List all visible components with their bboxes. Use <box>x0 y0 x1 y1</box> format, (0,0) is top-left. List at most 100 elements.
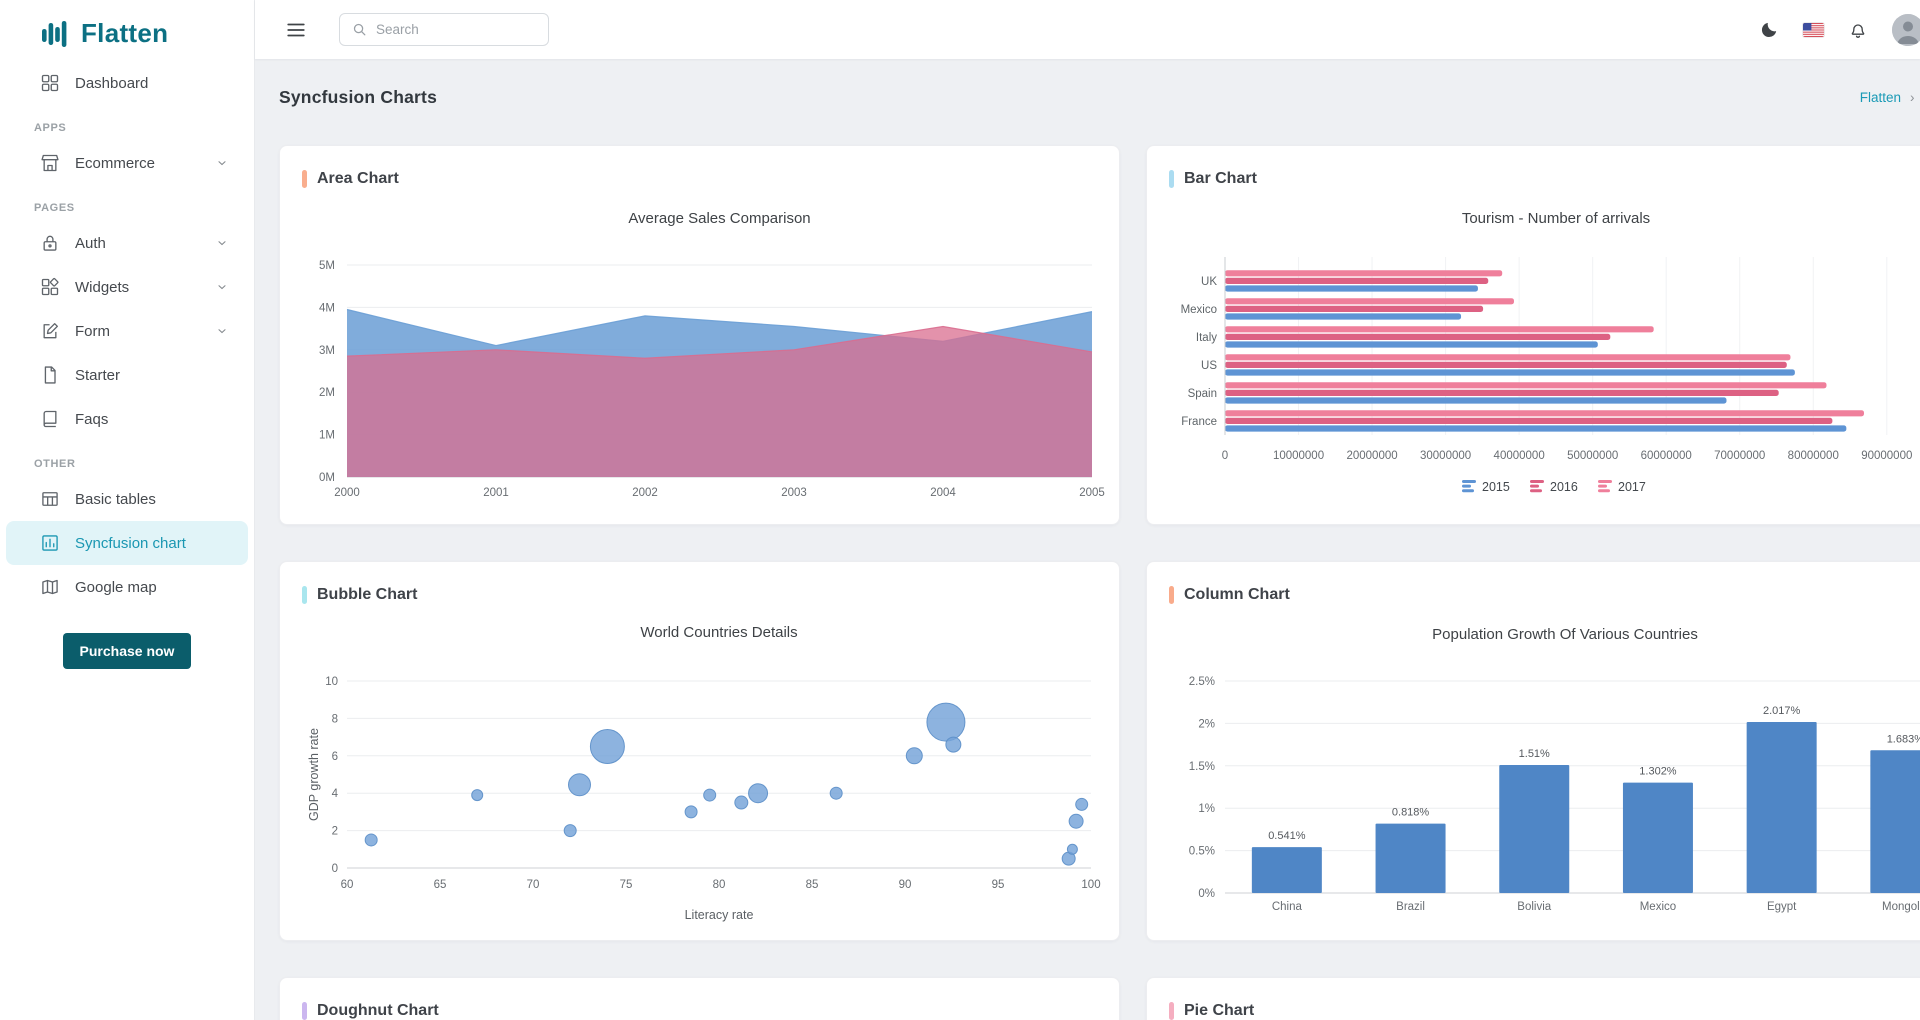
svg-text:0.5%: 0.5% <box>1189 846 1215 858</box>
sidebar-item-form[interactable]: Form <box>6 309 248 353</box>
page-head: Syncfusion Charts Flatten › UI <box>279 85 1920 109</box>
svg-text:2.017%: 2.017% <box>1763 705 1801 717</box>
svg-text:90: 90 <box>899 879 912 891</box>
card-head: Column Chart <box>1147 562 1920 607</box>
sidebar-item-basic-tables[interactable]: Basic tables <box>6 477 248 521</box>
svg-text:UK: UK <box>1201 276 1217 288</box>
column-chart-card: Column Chart Population Growth Of Variou… <box>1146 561 1920 941</box>
sidebar-item-label: Form <box>75 322 110 340</box>
card-title: Bubble Chart <box>317 586 418 603</box>
dashboard-icon <box>40 73 60 93</box>
main-area: Syncfusion Charts Flatten › UI Area Char… <box>255 0 1920 1020</box>
svg-text:0: 0 <box>332 863 338 875</box>
page-title: Syncfusion Charts <box>279 86 438 107</box>
notifications-bell-icon[interactable] <box>1848 20 1868 40</box>
area-chart[interactable]: Average Sales Comparison 0M 1M 2M 3M 4M 5M 2000… <box>280 191 1119 524</box>
user-avatar[interactable] <box>1892 13 1920 46</box>
chart-cards-grid: Area Chart Average Sales Comparison 0M 1M 2… <box>279 145 1920 1020</box>
svg-text:Egypt: Egypt <box>1767 901 1797 913</box>
svg-text:80000000: 80000000 <box>1788 450 1839 462</box>
lock-icon <box>40 233 60 253</box>
svg-text:40000000: 40000000 <box>1494 450 1545 462</box>
card-head: Pie Chart <box>1147 978 1920 1020</box>
sidebar-item-label: Ecommerce <box>75 154 156 172</box>
search-input[interactable] <box>376 22 536 37</box>
breadcrumb-root-link[interactable]: Flatten <box>1859 89 1901 105</box>
card-accent-bar <box>1169 170 1174 188</box>
sidebar-section-other: OTHER <box>34 458 76 470</box>
topbar-right <box>1759 13 1920 46</box>
table-icon <box>40 489 60 509</box>
sidebar-item-google-map[interactable]: Google map <box>6 565 248 609</box>
brand-logo-icon <box>40 19 70 49</box>
svg-text:France: France <box>1181 416 1217 428</box>
bubble-chart[interactable]: World Countries Details 0 2 4 6 8 10 60 65 70 75 80… <box>280 607 1119 940</box>
svg-text:5M: 5M <box>319 260 335 272</box>
svg-text:2003: 2003 <box>781 487 807 499</box>
svg-text:50000000: 50000000 <box>1567 450 1618 462</box>
svg-text:4M: 4M <box>319 302 335 314</box>
sidebar-item-widgets[interactable]: Widgets <box>6 265 248 309</box>
svg-text:US: US <box>1201 360 1217 372</box>
column-chart[interactable]: Population Growth Of Various Countries 0%… <box>1147 607 1920 940</box>
svg-text:2M: 2M <box>319 387 335 399</box>
sidebar-item-label: Faqs <box>75 410 109 428</box>
svg-text:China: China <box>1272 901 1303 913</box>
pie-chart-card: Pie Chart <box>1146 977 1920 1020</box>
svg-text:85: 85 <box>806 879 819 891</box>
bar-chart[interactable]: Tourism - Number of arrivals 0 10000000 200… <box>1147 191 1920 524</box>
card-head: Bubble Chart <box>280 562 1119 607</box>
svg-text:3M: 3M <box>319 345 335 357</box>
svg-text:0.541%: 0.541% <box>1268 830 1306 842</box>
dark-mode-moon-icon[interactable] <box>1759 20 1779 40</box>
area-chart-card: Area Chart Average Sales Comparison 0M 1M 2… <box>279 145 1120 525</box>
svg-text:70000000: 70000000 <box>1714 450 1765 462</box>
svg-text:10: 10 <box>325 676 338 688</box>
search-icon <box>352 22 367 37</box>
sidebar-item-label: Syncfusion chart <box>75 534 186 552</box>
purchase-now-button[interactable]: Purchase now <box>62 633 192 669</box>
svg-text:0M: 0M <box>319 472 335 484</box>
card-accent-bar <box>1169 586 1174 604</box>
file-icon <box>40 365 60 385</box>
svg-text:90000000: 90000000 <box>1861 450 1912 462</box>
breadcrumb-separator: › <box>1910 89 1915 105</box>
svg-text:2016: 2016 <box>1550 480 1578 494</box>
svg-text:World Countries Details: World Countries Details <box>640 624 797 641</box>
svg-text:1%: 1% <box>1198 803 1215 815</box>
svg-text:Mongolia: Mongolia <box>1882 901 1920 913</box>
sidebar-item-syncfusion-chart[interactable]: Syncfusion chart <box>6 521 248 565</box>
svg-text:65: 65 <box>434 879 447 891</box>
card-accent-bar <box>302 170 307 188</box>
chevron-down-icon <box>216 237 228 249</box>
card-title: Bar Chart <box>1184 170 1257 187</box>
sidebar-section-pages: PAGES <box>34 202 75 214</box>
svg-text:6: 6 <box>332 751 338 763</box>
sidebar-item-faqs[interactable]: Faqs <box>6 397 248 441</box>
svg-text:20000000: 20000000 <box>1346 450 1397 462</box>
svg-text:0.818%: 0.818% <box>1392 807 1430 819</box>
language-us-flag-icon[interactable] <box>1803 22 1824 37</box>
svg-text:1.683%: 1.683% <box>1887 733 1920 745</box>
menu-icon[interactable] <box>285 19 307 41</box>
sidebar-item-auth[interactable]: Auth <box>6 221 248 265</box>
edit-icon <box>40 321 60 341</box>
sidebar-item-starter[interactable]: Starter <box>6 353 248 397</box>
svg-text:100: 100 <box>1081 879 1100 891</box>
breadcrumb: Flatten › UI <box>1860 90 1920 105</box>
svg-text:70: 70 <box>527 879 540 891</box>
sidebar-item-ecommerce[interactable]: Ecommerce <box>6 141 248 185</box>
brand-logo[interactable]: Flatten <box>0 0 254 61</box>
sidebar-nav: Dashboard APPS Ecommerce PAGES Auth Widg… <box>0 61 254 609</box>
svg-text:4: 4 <box>332 788 339 800</box>
svg-text:Bolivia: Bolivia <box>1517 901 1551 913</box>
sidebar-item-dashboard[interactable]: Dashboard <box>6 61 248 105</box>
sidebar-item-label: Google map <box>75 578 157 596</box>
content: Syncfusion Charts Flatten › UI Area Char… <box>255 59 1920 1020</box>
topbar <box>255 0 1920 59</box>
sidebar-item-label: Basic tables <box>75 490 156 508</box>
svg-text:2017: 2017 <box>1618 480 1646 494</box>
svg-text:10000000: 10000000 <box>1273 450 1324 462</box>
card-head: Bar Chart <box>1147 146 1920 191</box>
